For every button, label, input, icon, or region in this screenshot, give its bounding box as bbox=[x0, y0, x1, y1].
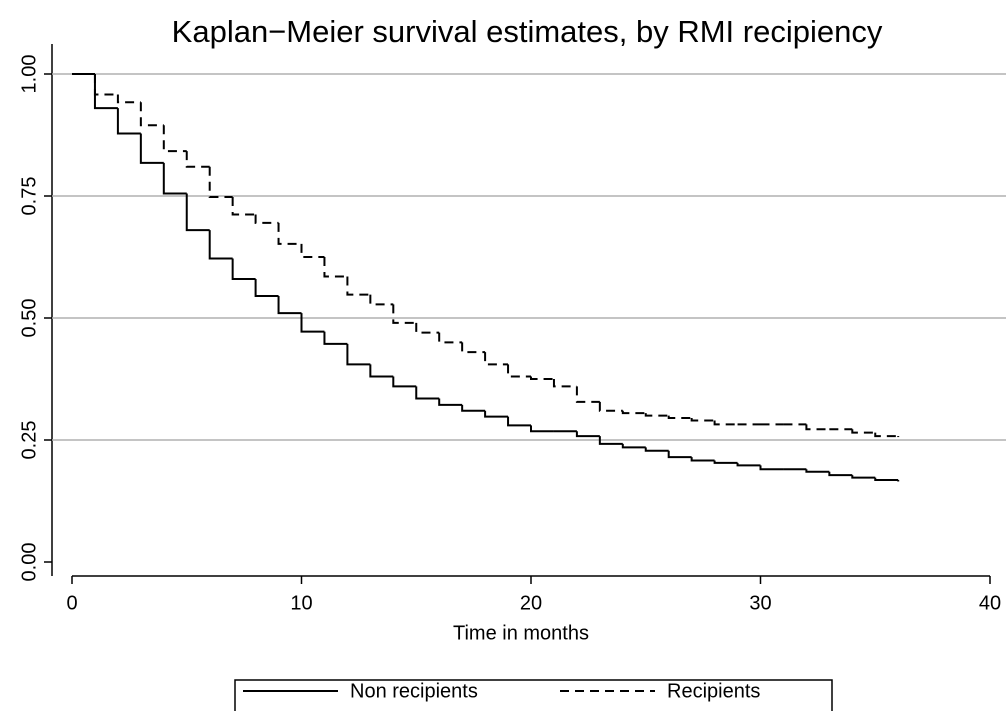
survival-step bbox=[598, 436, 623, 445]
survival-step bbox=[139, 102, 164, 127]
survival-step bbox=[438, 398, 463, 406]
y-tick-label: 0.00 bbox=[18, 543, 40, 582]
survival-step bbox=[369, 294, 394, 306]
y-tick-label: 0.25 bbox=[18, 421, 40, 460]
survival-step bbox=[415, 322, 440, 334]
survival-step bbox=[575, 431, 600, 438]
survival-step bbox=[530, 376, 554, 380]
survival-step bbox=[254, 214, 279, 224]
survival-step bbox=[116, 108, 141, 135]
x-tick-label: 20 bbox=[520, 592, 542, 614]
survival-step bbox=[300, 243, 325, 258]
survival-step bbox=[185, 151, 210, 168]
survival-step bbox=[139, 133, 164, 164]
survival-step bbox=[621, 410, 646, 415]
survival-step bbox=[690, 418, 715, 422]
survival-step bbox=[690, 457, 715, 462]
survival-step bbox=[208, 230, 233, 260]
survival-step bbox=[277, 222, 302, 245]
survival-step bbox=[116, 94, 141, 104]
survival-step bbox=[162, 162, 187, 195]
survival-step bbox=[323, 257, 348, 278]
survival-step bbox=[805, 424, 830, 431]
survival-step bbox=[484, 352, 509, 366]
survival-step bbox=[300, 313, 325, 333]
x-tick-label: 0 bbox=[66, 592, 77, 614]
survival-step bbox=[667, 415, 692, 420]
survival-step bbox=[552, 379, 577, 388]
survival-step bbox=[759, 465, 784, 471]
survival-step bbox=[736, 462, 761, 467]
survival-step bbox=[644, 413, 669, 417]
survival-step bbox=[162, 125, 187, 153]
survival-step bbox=[346, 343, 371, 366]
survival-step bbox=[461, 342, 486, 354]
survival-step bbox=[667, 450, 692, 459]
legend-label: Non recipients bbox=[350, 680, 478, 702]
x-tick-label: 30 bbox=[749, 592, 771, 614]
survival-step bbox=[713, 460, 738, 464]
survival-step bbox=[392, 376, 417, 388]
survival-step bbox=[507, 364, 531, 378]
survival-step bbox=[277, 296, 302, 315]
survival-step bbox=[254, 278, 279, 298]
survival-step bbox=[461, 404, 486, 412]
survival-step bbox=[185, 193, 210, 232]
survival-step bbox=[874, 432, 899, 438]
survival-step bbox=[621, 443, 646, 449]
y-tick-label: 0.50 bbox=[18, 299, 40, 338]
survival-step bbox=[323, 331, 348, 345]
legend-label: Recipients bbox=[667, 680, 760, 702]
x-tick-label: 40 bbox=[979, 592, 1001, 614]
survival-step bbox=[369, 364, 394, 378]
survival-step bbox=[575, 386, 600, 403]
survival-step bbox=[530, 425, 554, 433]
survival-step bbox=[851, 429, 876, 434]
survival-step bbox=[93, 74, 118, 110]
y-tick-label: 0.75 bbox=[18, 177, 40, 216]
survival-step bbox=[598, 401, 623, 412]
survival-step bbox=[874, 477, 899, 482]
survival-step bbox=[828, 471, 853, 477]
survival-step bbox=[644, 447, 669, 452]
survival-step bbox=[392, 304, 417, 324]
y-tick-label: 1.00 bbox=[18, 55, 40, 94]
survival-step bbox=[231, 196, 256, 216]
legend-box bbox=[234, 679, 833, 711]
chart-title: Kaplan−Meier survival estimates, by RMI … bbox=[172, 14, 883, 49]
survival-step bbox=[231, 258, 256, 280]
survival-step bbox=[805, 469, 830, 473]
survival-step bbox=[851, 475, 876, 479]
survival-step bbox=[713, 420, 738, 426]
survival-step bbox=[208, 166, 233, 198]
survival-step bbox=[346, 276, 371, 296]
survival-step bbox=[507, 416, 531, 427]
survival-step bbox=[438, 332, 463, 344]
survival-step bbox=[93, 74, 118, 96]
x-axis-label: Time in months bbox=[453, 622, 589, 644]
x-tick-label: 10 bbox=[290, 592, 312, 614]
survival-step bbox=[415, 386, 440, 400]
survival-step bbox=[484, 410, 509, 418]
